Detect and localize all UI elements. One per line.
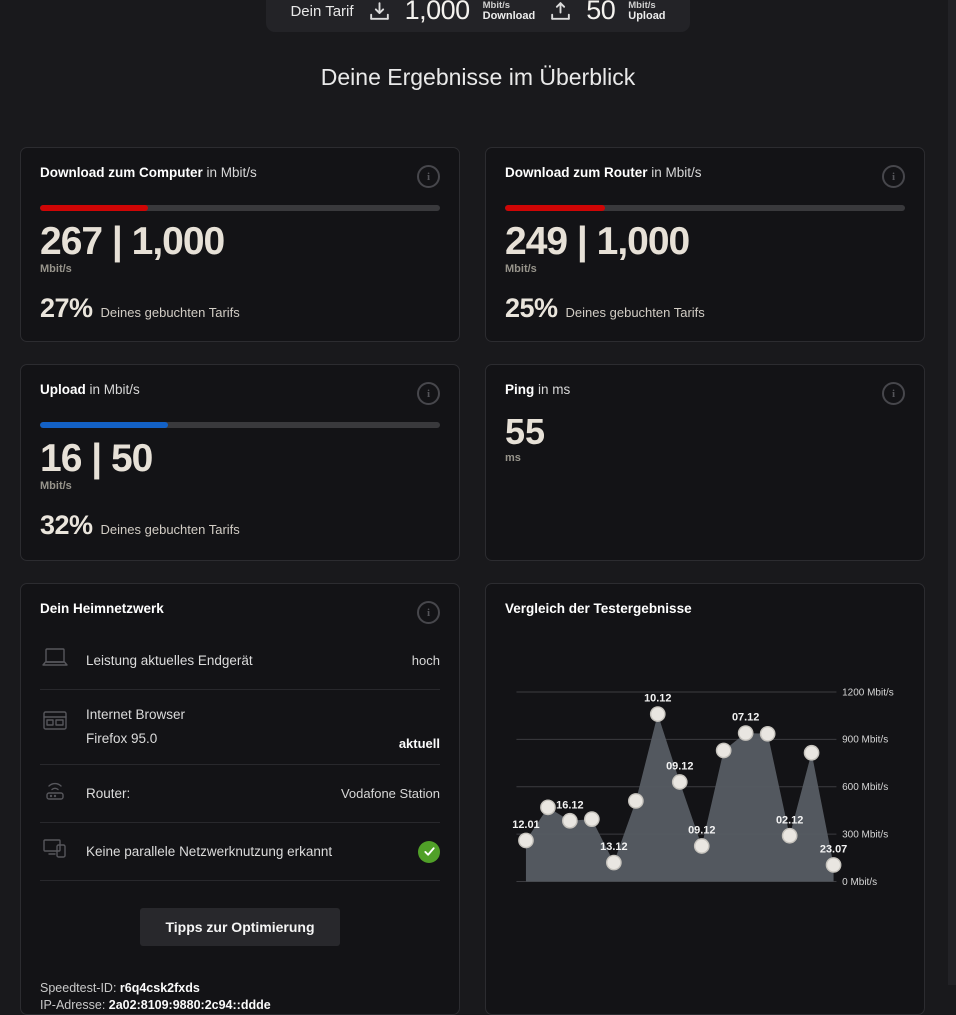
meta-speedtest-id: Speedtest-ID: r6q4csk2fxds xyxy=(40,981,200,995)
svg-text:10.12: 10.12 xyxy=(644,693,671,705)
info-icon[interactable]: i xyxy=(882,382,905,405)
card-home-network: Dein Heimnetzwerk i Leistung aktuelles E… xyxy=(20,583,460,1015)
percent-suffix: Deines gebuchten Tarifs xyxy=(100,522,240,537)
info-icon[interactable]: i xyxy=(417,601,440,624)
percent-suffix: Deines gebuchten Tarifs xyxy=(565,305,705,320)
info-icon[interactable]: i xyxy=(417,165,440,188)
browser-label: Internet Browser xyxy=(86,707,186,722)
tarif-bar: Dein Tarif 1,000 Mbit/s Download 50 Mbit… xyxy=(266,0,690,32)
card-title: Download zum Computer in Mbit/s xyxy=(40,165,257,180)
devices-icon xyxy=(40,836,86,867)
svg-text:1200 Mbit/s: 1200 Mbit/s xyxy=(842,687,894,698)
router-icon xyxy=(40,778,86,809)
result-unit: ms xyxy=(505,452,521,464)
progress-track xyxy=(40,422,440,428)
laptop-icon xyxy=(40,645,86,676)
tarif-download-value: 1,000 xyxy=(404,0,471,25)
svg-text:09.12: 09.12 xyxy=(688,825,715,837)
result-value: 16 | 50 xyxy=(40,437,153,480)
check-icon xyxy=(418,840,440,863)
card-download-router: Download zum Router in Mbit/s i 249 | 1,… xyxy=(485,147,925,342)
result-unit: Mbit/s xyxy=(505,263,537,275)
svg-text:900 Mbit/s: 900 Mbit/s xyxy=(842,735,888,746)
progress-fill-download-computer xyxy=(40,205,148,211)
progress-track xyxy=(40,205,440,211)
svg-text:07.12: 07.12 xyxy=(732,712,759,724)
card-title: Dein Heimnetzwerk xyxy=(40,601,164,616)
result-unit: Mbit/s xyxy=(40,480,72,492)
tarif-upload-unit: Mbit/s Upload xyxy=(628,0,666,22)
svg-text:09.12: 09.12 xyxy=(666,761,693,773)
progress-fill-download-router xyxy=(505,205,605,211)
percent-suffix: Deines gebuchten Tarifs xyxy=(100,305,240,320)
card-upload: Upload in Mbit/s i 16 | 50 Mbit/s 32% De… xyxy=(20,364,460,561)
browser-icon xyxy=(40,703,86,740)
scrollbar[interactable] xyxy=(948,0,956,985)
tarif-label: Dein Tarif xyxy=(290,2,354,20)
svg-text:13.12: 13.12 xyxy=(600,841,627,853)
progress-track xyxy=(505,205,905,211)
tarif-upload-value: 50 xyxy=(586,0,616,25)
card-title: Upload in Mbit/s xyxy=(40,382,140,397)
progress-fill-upload xyxy=(40,422,168,428)
row-router: Router: Vodafone Station xyxy=(40,765,440,823)
svg-text:16.12: 16.12 xyxy=(556,799,583,811)
tarif-download-unit: Mbit/s Download xyxy=(482,0,536,22)
download-tray-icon xyxy=(369,1,389,20)
card-ping: Ping in ms i 55 ms xyxy=(485,364,925,561)
upload-tray-icon xyxy=(551,1,570,20)
svg-text:600 Mbit/s: 600 Mbit/s xyxy=(842,782,888,793)
svg-text:300 Mbit/s: 300 Mbit/s xyxy=(842,829,888,840)
svg-text:12.01: 12.01 xyxy=(512,819,539,831)
info-icon[interactable]: i xyxy=(882,165,905,188)
result-value: 267 | 1,000 xyxy=(40,220,225,263)
browser-version: Firefox 95.0 xyxy=(86,731,158,746)
percent-value: 27% xyxy=(40,293,93,323)
card-download-computer: Download zum Computer in Mbit/s i 267 | … xyxy=(20,147,460,342)
card-title: Ping in ms xyxy=(505,382,571,397)
info-icon[interactable]: i xyxy=(417,382,440,405)
row-device-performance: Leistung aktuelles Endgerät hoch xyxy=(40,632,440,690)
result-unit: Mbit/s xyxy=(40,263,72,275)
test-meta: Speedtest-ID: r6q4csk2fxds IP-Adresse: 2… xyxy=(40,980,440,1014)
svg-text:0 Mbit/s: 0 Mbit/s xyxy=(842,877,877,888)
page-title: Deine Ergebnisse im Überblick xyxy=(320,64,636,90)
card-title: Vergleich der Testergebnisse xyxy=(505,601,692,616)
results-history-chart: 0 Mbit/s 300 Mbit/s 600 Mbit/s 900 Mbit/s 12… xyxy=(505,652,905,907)
meta-ip-address: IP-Adresse: 2a02:8109:9880:2c94::ddde xyxy=(40,998,271,1012)
row-browser: Internet Browser Firefox 95.0 aktuell xyxy=(40,690,440,765)
result-value: 249 | 1,000 xyxy=(505,220,690,263)
card-results-comparison: Vergleich der Testergebnisse 0 Mbit/s 300… xyxy=(485,583,925,1015)
results-grid: Download zum Computer in Mbit/s i 267 | … xyxy=(20,147,925,1015)
svg-text:02.12: 02.12 xyxy=(776,814,803,826)
result-value: 55 xyxy=(505,411,546,452)
percent-value: 25% xyxy=(505,293,558,323)
svg-text:23.07: 23.07 xyxy=(820,844,847,856)
card-title: Download zum Router in Mbit/s xyxy=(505,165,702,180)
row-parallel-usage: Keine parallele Netzwerknutzung erkannt xyxy=(40,823,440,881)
optimization-tips-button[interactable]: Tipps zur Optimierung xyxy=(140,908,340,946)
percent-value: 32% xyxy=(40,510,93,540)
